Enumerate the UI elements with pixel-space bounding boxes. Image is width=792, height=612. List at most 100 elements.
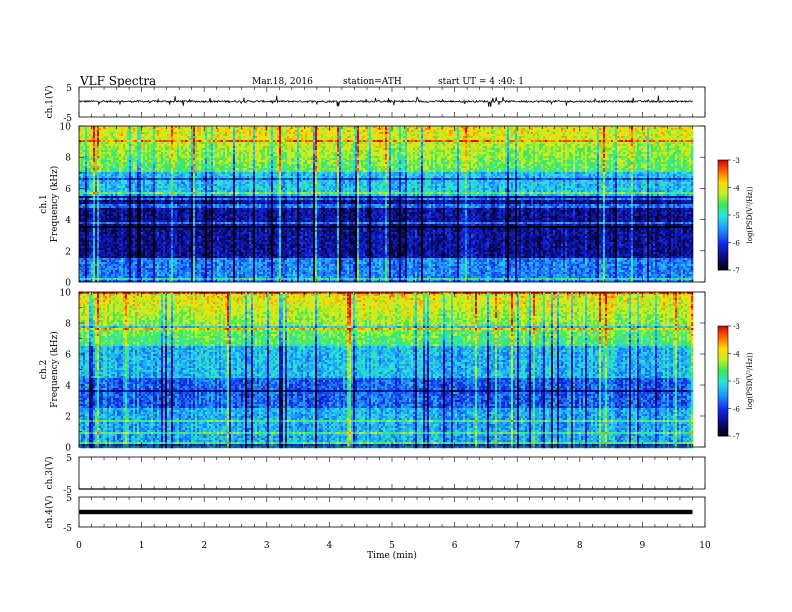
spectrogram-cell xyxy=(241,134,243,136)
spectrogram-cell xyxy=(411,132,413,134)
spectrogram-cell xyxy=(513,136,515,138)
spectrogram-cell xyxy=(509,134,511,136)
spectrogram-cell xyxy=(385,128,387,130)
spectrogram-cell xyxy=(205,128,207,130)
spectrogram-cell xyxy=(335,136,337,138)
spectrogram-cell xyxy=(105,128,107,130)
spectrogram-cell xyxy=(661,136,663,138)
spectrogram-cell xyxy=(627,138,629,140)
spectrogram-cell xyxy=(393,128,395,130)
spectrogram-cell xyxy=(431,130,433,132)
spectrogram-cell xyxy=(355,128,357,130)
spectrogram-cell xyxy=(413,136,415,138)
spectrogram-cell xyxy=(117,136,119,138)
spectrogram-cell xyxy=(273,130,275,132)
spectrogram-cell xyxy=(497,136,499,138)
spectrogram-cell xyxy=(621,128,623,130)
spectrogram-cell xyxy=(543,134,545,136)
spectrogram-cell xyxy=(285,134,287,136)
spectrogram-cell xyxy=(367,138,369,140)
spectrogram-cell xyxy=(651,138,653,140)
spectrogram-cell xyxy=(151,138,153,140)
spectrogram-cell xyxy=(181,134,183,136)
y-tick-label: 5 xyxy=(66,84,72,94)
spectrogram-cell xyxy=(551,132,553,134)
spectrogram-cell xyxy=(247,130,249,132)
spectrogram-cell xyxy=(585,128,587,130)
spectrogram-cell xyxy=(385,138,387,140)
spectrogram-cell xyxy=(587,138,589,140)
spectrogram-cell xyxy=(663,136,665,138)
spectrogram-cell xyxy=(563,132,565,134)
spectrogram-cell xyxy=(187,128,189,130)
spectrogram-cell xyxy=(427,132,429,134)
spectrogram-cell xyxy=(555,132,557,134)
spectrogram-cell xyxy=(401,128,403,130)
spectrogram-cell xyxy=(177,136,179,138)
spectrogram-cell xyxy=(255,134,257,136)
spectrogram-cell xyxy=(341,134,343,136)
spectrogram-cell xyxy=(295,128,297,130)
spectrogram-cell xyxy=(611,138,613,140)
spectrogram-cell xyxy=(449,136,451,138)
spectrogram-cell xyxy=(675,130,677,132)
spectrogram-cell xyxy=(319,136,321,138)
spectrogram-cell xyxy=(283,130,285,132)
spectrogram-cell xyxy=(409,130,411,132)
spectrogram-cell xyxy=(101,140,103,142)
spectrogram-cell xyxy=(423,136,425,138)
spectrogram-cell xyxy=(139,130,141,132)
spectrogram-cell xyxy=(219,130,221,132)
spectrogram-cell xyxy=(383,138,385,140)
spectrogram-cell xyxy=(647,138,649,140)
spectrogram-cell xyxy=(487,128,489,130)
spectrogram-cell xyxy=(591,136,593,138)
spectrogram-cell xyxy=(369,128,371,130)
spectrogram-cell xyxy=(669,136,671,138)
spectrogram-cell xyxy=(581,132,583,134)
spectrogram-cell xyxy=(225,134,227,136)
spectrogram-cell xyxy=(169,132,171,134)
spectrogram-cell xyxy=(661,134,663,136)
spectrogram-cell xyxy=(309,136,311,138)
spectrogram-cell xyxy=(631,130,633,132)
spectrogram-cell xyxy=(463,138,465,140)
spectrogram-cell xyxy=(175,140,177,142)
spectrogram-cell xyxy=(155,132,157,134)
spectrogram-cell xyxy=(649,136,651,138)
spectrogram-cell xyxy=(239,140,241,142)
spectrogram-cell xyxy=(287,138,289,140)
spectrogram-cell xyxy=(123,128,125,130)
spectrogram-cell xyxy=(327,128,329,130)
spectrogram-cell xyxy=(353,136,355,138)
spectrogram-cell xyxy=(207,128,209,130)
spectrogram-cell xyxy=(253,138,255,140)
spectrogram-cell xyxy=(209,128,211,130)
spectrogram-cell xyxy=(451,134,453,136)
spectrogram-cell xyxy=(81,138,83,140)
spectrogram-cell xyxy=(589,128,591,130)
spectrogram-cell xyxy=(615,138,617,140)
spectrogram-cell xyxy=(191,140,193,142)
spectrogram-cell xyxy=(153,132,155,134)
spectrogram-cell xyxy=(209,140,211,142)
spectrogram-cell xyxy=(635,128,637,130)
spectrogram-cell xyxy=(117,138,119,140)
spectrogram-cell xyxy=(247,132,249,134)
spectrogram-cell xyxy=(565,128,567,130)
spectrogram-cell xyxy=(191,136,193,138)
spectrogram-cell xyxy=(541,136,543,138)
spectrogram-cell xyxy=(645,134,647,136)
spectrogram-cell xyxy=(165,138,167,140)
spectrogram-cell xyxy=(163,128,165,130)
spectrogram-cell xyxy=(567,136,569,138)
spectrogram-cell xyxy=(167,136,169,138)
spectrogram-cell xyxy=(189,140,191,142)
spectrogram-cell xyxy=(679,136,681,138)
spectrogram-cell xyxy=(407,130,409,132)
spectrogram-cell xyxy=(221,140,223,142)
spectrogram-cell xyxy=(563,134,565,136)
spectrogram-cell xyxy=(229,132,231,134)
spectrogram-cell xyxy=(503,132,505,134)
spectrogram-cell xyxy=(273,134,275,136)
